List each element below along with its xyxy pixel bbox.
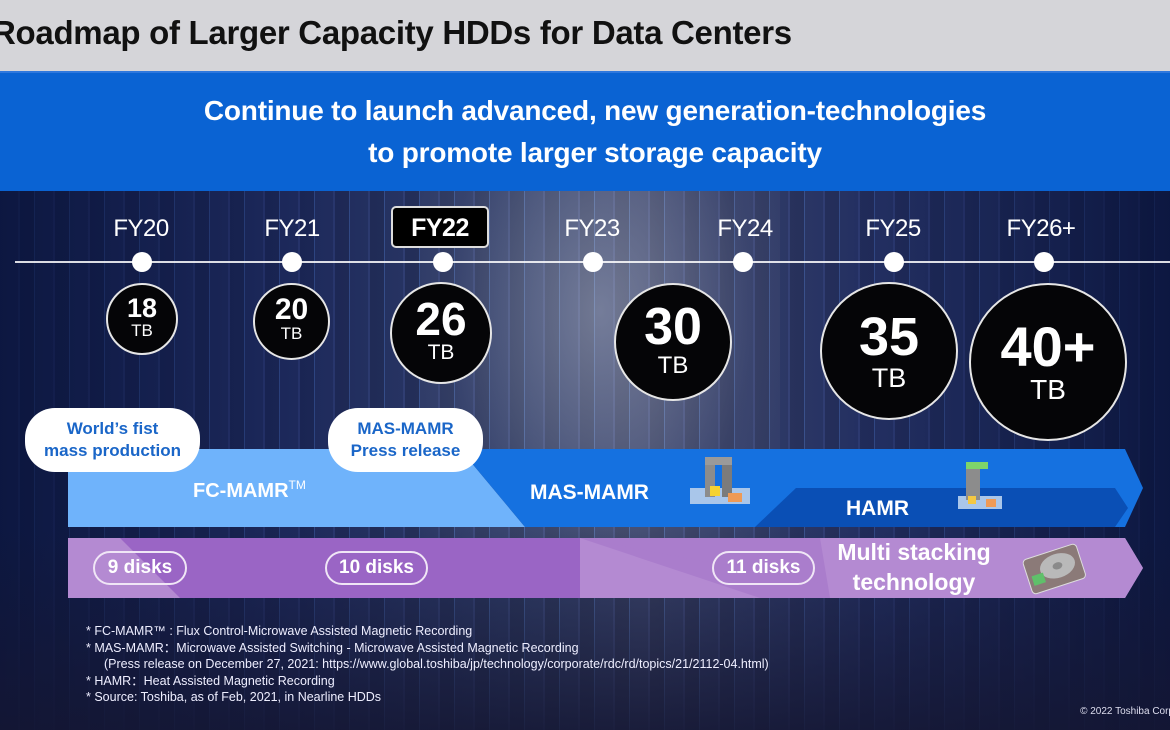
year-label-fy23: FY23 (564, 215, 620, 242)
year-label-fy25: FY25 (865, 215, 921, 242)
capacity-unit: TB (280, 324, 303, 343)
capacity-circle-26tb: 26 TB (390, 282, 492, 384)
timeline-dot-fy25 (884, 252, 904, 272)
callout-line: mass production (44, 441, 181, 460)
pill-11-disks: 11 disks (712, 551, 815, 585)
copyright: © 2022 Toshiba Corp (1080, 706, 1170, 717)
hard-drive-icon (1022, 543, 1086, 595)
capacity-unit: TB (131, 321, 153, 340)
timeline-dot-fy21 (282, 252, 302, 272)
capacity-value: 18 (126, 293, 158, 323)
capacity-value: 26 (415, 293, 467, 345)
tech-label-hamr: HAMR (846, 497, 909, 520)
callout-line: MAS-MAMR (357, 419, 454, 438)
callout-mas-mamr-press-release: MAS-MAMR Press release (328, 408, 483, 472)
multi-stacking-label: Multi stacking technology (826, 537, 1002, 597)
footnote-mas-mamr: * MAS-MAMR：Microwave Assisted Switching … (86, 640, 579, 655)
capacity-unit: TB (871, 363, 907, 393)
capacity-circle-35tb: 35 TB (820, 282, 958, 420)
pill-9-disks: 9 disks (93, 551, 187, 585)
timeline-dot-fy23 (583, 252, 603, 272)
capacity-value: 40+ (1000, 315, 1096, 378)
timeline-dot-fy20 (132, 252, 152, 272)
footnotes: * FC-MAMR™ : Flux Control-Microwave Assi… (86, 623, 769, 706)
band-disks-10-segment (120, 538, 580, 598)
tech-label-fc-mamr: FC-MAMRTM (193, 478, 306, 503)
capacity-value: 35 (858, 307, 920, 367)
headline-line-2: to promote larger storage capacity (368, 137, 822, 168)
trademark-superscript: TM (288, 478, 306, 492)
capacity-unit: TB (657, 352, 689, 379)
capacity-circle-40plus-tb: 40+ TB (969, 283, 1127, 441)
headline-line-1: Continue to launch advanced, new generat… (203, 95, 987, 126)
tech-label-mas-mamr: MAS-MAMR (530, 481, 649, 504)
capacity-circle-18tb: 18 TB (106, 283, 178, 355)
footnote-press-release: (Press release on December 27, 2021: htt… (104, 657, 769, 671)
year-label-fy20: FY20 (113, 215, 169, 242)
page-title: Roadmap of Larger Capacity HDDs for Data… (0, 14, 792, 51)
timeline-dot-fy22 (433, 252, 453, 272)
footnote-hamr: * HAMR：Heat Assisted Magnetic Recording (86, 673, 335, 688)
capacity-unit: TB (1030, 374, 1066, 405)
timeline-dot-fy24 (733, 252, 753, 272)
timeline-dot-fy26plus (1034, 252, 1054, 272)
fc-mamr-text: FC-MAMR (193, 480, 289, 502)
pill-10-disks: 10 disks (325, 551, 428, 585)
capacity-circle-20tb: 20 TB (253, 283, 330, 360)
headline-banner: Continue to launch advanced, new generat… (0, 71, 1170, 191)
title-bar: Roadmap of Larger Capacity HDDs for Data… (0, 0, 1170, 71)
capacity-value: 20 (274, 293, 309, 326)
year-label-fy21: FY21 (264, 215, 320, 242)
year-label-fy24: FY24 (717, 215, 773, 242)
footnote-source: * Source: Toshiba, as of Feb, 2021, in N… (86, 690, 382, 704)
year-label-fy22-current: FY22 (391, 206, 489, 248)
callout-line: World’s fist (66, 419, 159, 438)
mas-mamr-head-icon (690, 457, 750, 504)
capacity-value: 30 (644, 298, 702, 356)
callout-world-first-mass-production: World’s fist mass production (25, 408, 200, 472)
year-label-fy26plus: FY26+ (1006, 215, 1076, 242)
hamr-head-icon (958, 462, 1002, 509)
roadmap-stage: FY20 FY21 FY22 FY23 FY24 FY25 FY26+ 18 T… (0, 191, 1170, 730)
capacity-unit: TB (427, 341, 455, 364)
band-hamr (755, 488, 1128, 527)
multi-stacking-line-1: Multi stacking (837, 539, 991, 565)
multi-stacking-line-2: technology (852, 569, 976, 595)
callout-line: Press release (350, 441, 461, 460)
capacity-circle-30tb: 30 TB (614, 283, 732, 401)
footnote-fc-mamr: * FC-MAMR™ : Flux Control-Microwave Assi… (86, 624, 473, 638)
